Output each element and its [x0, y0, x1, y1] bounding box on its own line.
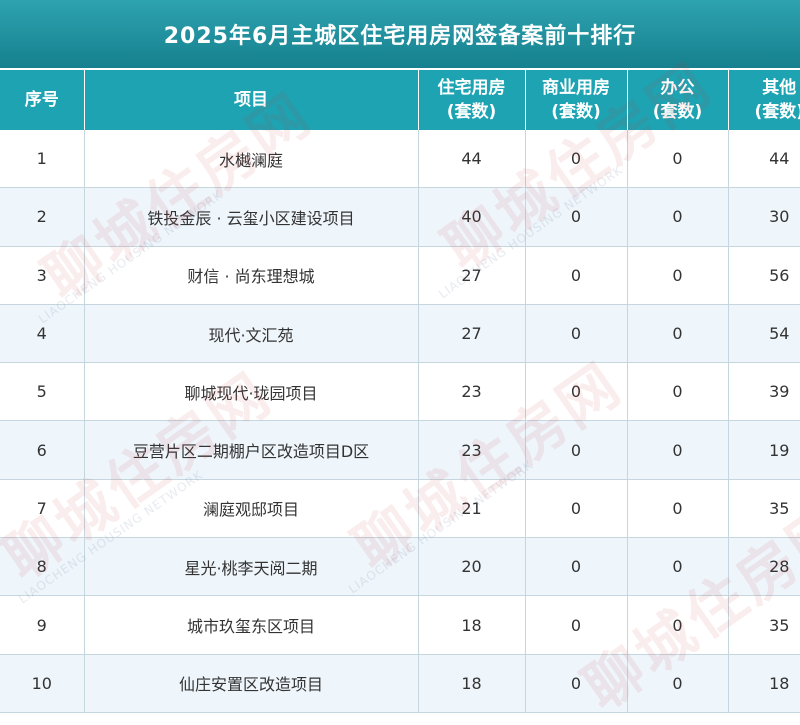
cell-residential: 27 [418, 246, 525, 304]
table-row: 6 豆营片区二期棚户区改造项目D区 23 0 0 19 [0, 421, 800, 479]
header-other-unit: (套数) [729, 100, 800, 124]
cell-project: 水樾澜庭 [84, 130, 418, 188]
table-row: 2 铁投金辰 · 云玺小区建设项目 40 0 0 30 [0, 188, 800, 246]
cell-rank: 4 [0, 304, 84, 362]
header-office: 办公 (套数) [627, 70, 728, 130]
table-row: 8 星光·桃李天阅二期 20 0 0 28 [0, 538, 800, 596]
cell-rank: 6 [0, 421, 84, 479]
cell-project: 澜庭观邸项目 [84, 479, 418, 537]
cell-office: 0 [627, 363, 728, 421]
header-other-label: 其他 [729, 76, 800, 100]
header-office-label: 办公 [628, 76, 728, 100]
cell-other: 30 [728, 188, 800, 246]
table-row: 7 澜庭观邸项目 21 0 0 35 [0, 479, 800, 537]
cell-commercial: 0 [525, 130, 627, 188]
cell-residential: 18 [418, 596, 525, 654]
cell-other: 39 [728, 363, 800, 421]
cell-office: 0 [627, 188, 728, 246]
cell-commercial: 0 [525, 188, 627, 246]
cell-residential: 23 [418, 421, 525, 479]
header-other: 其他 (套数) [728, 70, 800, 130]
cell-rank: 7 [0, 479, 84, 537]
cell-project: 星光·桃李天阅二期 [84, 538, 418, 596]
cell-commercial: 0 [525, 596, 627, 654]
cell-rank: 5 [0, 363, 84, 421]
cell-rank: 2 [0, 188, 84, 246]
cell-residential: 23 [418, 363, 525, 421]
cell-rank: 10 [0, 654, 84, 712]
cell-commercial: 0 [525, 246, 627, 304]
cell-other: 28 [728, 538, 800, 596]
cell-office: 0 [627, 246, 728, 304]
cell-residential: 40 [418, 188, 525, 246]
cell-project: 现代·文汇苑 [84, 304, 418, 362]
header-commercial-label: 商业用房 [526, 76, 627, 100]
cell-other: 35 [728, 479, 800, 537]
cell-commercial: 0 [525, 538, 627, 596]
cell-project: 铁投金辰 · 云玺小区建设项目 [84, 188, 418, 246]
cell-rank: 3 [0, 246, 84, 304]
cell-other: 18 [728, 654, 800, 712]
cell-project: 城市玖玺东区项目 [84, 596, 418, 654]
header-rank: 序号 [0, 70, 84, 130]
table-row: 9 城市玖玺东区项目 18 0 0 35 [0, 596, 800, 654]
cell-other: 19 [728, 421, 800, 479]
ranking-table: 序号 项目 住宅用房 (套数) 商业用房 (套数) 办公 (套数) 其他 (套数… [0, 70, 800, 713]
cell-project: 聊城现代·珑园项目 [84, 363, 418, 421]
cell-other: 44 [728, 130, 800, 188]
cell-office: 0 [627, 421, 728, 479]
header-residential: 住宅用房 (套数) [418, 70, 525, 130]
header-residential-label: 住宅用房 [419, 76, 525, 100]
cell-office: 0 [627, 479, 728, 537]
cell-project: 豆营片区二期棚户区改造项目D区 [84, 421, 418, 479]
cell-office: 0 [627, 130, 728, 188]
cell-office: 0 [627, 304, 728, 362]
header-project: 项目 [84, 70, 418, 130]
cell-residential: 20 [418, 538, 525, 596]
cell-residential: 27 [418, 304, 525, 362]
cell-residential: 21 [418, 479, 525, 537]
cell-project: 仙庄安置区改造项目 [84, 654, 418, 712]
cell-residential: 44 [418, 130, 525, 188]
table-row: 3 财信 · 尚东理想城 27 0 0 56 [0, 246, 800, 304]
cell-rank: 1 [0, 130, 84, 188]
cell-rank: 8 [0, 538, 84, 596]
table-title: 2025年6月主城区住宅用房网签备案前十排行 [0, 0, 800, 70]
table-row: 5 聊城现代·珑园项目 23 0 0 39 [0, 363, 800, 421]
cell-commercial: 0 [525, 654, 627, 712]
cell-office: 0 [627, 538, 728, 596]
cell-commercial: 0 [525, 421, 627, 479]
header-office-unit: (套数) [628, 100, 728, 124]
header-commercial-unit: (套数) [526, 100, 627, 124]
cell-other: 56 [728, 246, 800, 304]
table-row: 4 现代·文汇苑 27 0 0 54 [0, 304, 800, 362]
header-residential-unit: (套数) [419, 100, 525, 124]
cell-office: 0 [627, 654, 728, 712]
table-row: 10 仙庄安置区改造项目 18 0 0 18 [0, 654, 800, 712]
cell-other: 35 [728, 596, 800, 654]
header-commercial: 商业用房 (套数) [525, 70, 627, 130]
cell-other: 54 [728, 304, 800, 362]
cell-commercial: 0 [525, 363, 627, 421]
cell-residential: 18 [418, 654, 525, 712]
cell-office: 0 [627, 596, 728, 654]
header-row: 序号 项目 住宅用房 (套数) 商业用房 (套数) 办公 (套数) 其他 (套数… [0, 70, 800, 130]
cell-commercial: 0 [525, 479, 627, 537]
table-row: 1 水樾澜庭 44 0 0 44 [0, 130, 800, 188]
cell-commercial: 0 [525, 304, 627, 362]
cell-rank: 9 [0, 596, 84, 654]
cell-project: 财信 · 尚东理想城 [84, 246, 418, 304]
